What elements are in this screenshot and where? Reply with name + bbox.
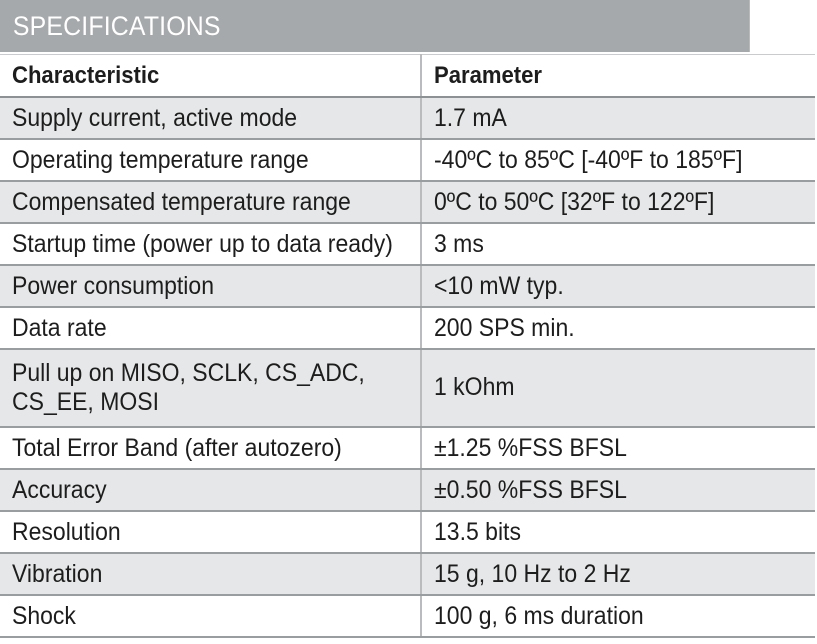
parameter-cell: 0ºC to 50ºC [32ºF to 122ºF] (421, 181, 815, 224)
parameter-cell: ±0.50 %FSS BFSL (421, 469, 815, 512)
characteristic-cell: Pull up on MISO, SCLK, CS_ADC, CS_EE, MO… (0, 349, 422, 428)
table-row: Data rate 200 SPS min. (0, 307, 815, 350)
characteristic-cell: Vibration (0, 553, 422, 596)
table-row: Compensated temperature range 0ºC to 50º… (0, 181, 815, 224)
table-row: Power consumption <10 mW typ. (0, 265, 815, 308)
table-row: Supply current, active mode 1.7 mA (0, 97, 815, 140)
characteristic-cell: Total Error Band (after autozero) (0, 427, 422, 470)
table-row: Operating temperature range -40ºC to 85º… (0, 139, 815, 182)
table-row: Startup time (power up to data ready) 3 … (0, 223, 815, 266)
parameter-cell: 3 ms (421, 223, 815, 266)
parameter-cell: 100 g, 6 ms duration (421, 595, 815, 638)
column-header-parameter: Parameter (421, 54, 815, 98)
parameter-cell: 1.7 mA (421, 97, 815, 140)
table-row: Resolution 13.5 bits (0, 511, 815, 554)
characteristic-cell: Accuracy (0, 469, 422, 512)
table-row: Shock 100 g, 6 ms duration (0, 595, 815, 638)
section-title: SPECIFICATIONS (0, 0, 750, 52)
characteristic-cell: Shock (0, 595, 422, 638)
parameter-cell: 15 g, 10 Hz to 2 Hz (421, 553, 815, 596)
table-row: Pull up on MISO, SCLK, CS_ADC, CS_EE, MO… (0, 349, 815, 428)
parameter-cell: ±1.25 %FSS BFSL (421, 427, 815, 470)
parameter-cell: 200 SPS min. (421, 307, 815, 350)
characteristic-cell: Data rate (0, 307, 422, 350)
parameter-cell: 1 kOhm (421, 349, 815, 428)
characteristic-cell: Compensated temperature range (0, 181, 422, 224)
characteristic-cell: Operating temperature range (0, 139, 422, 182)
parameter-cell: 13.5 bits (421, 511, 815, 554)
specifications-table: Characteristic Parameter Supply current,… (0, 54, 815, 638)
table-row: Total Error Band (after autozero) ±1.25 … (0, 427, 815, 470)
table-row: Accuracy ±0.50 %FSS BFSL (0, 469, 815, 512)
parameter-cell: <10 mW typ. (421, 265, 815, 308)
column-header-characteristic: Characteristic (0, 54, 422, 98)
table-header-row: Characteristic Parameter (0, 54, 815, 98)
characteristic-cell: Supply current, active mode (0, 97, 422, 140)
table-row: Vibration 15 g, 10 Hz to 2 Hz (0, 553, 815, 596)
characteristic-cell: Power consumption (0, 265, 422, 308)
characteristic-cell: Resolution (0, 511, 422, 554)
parameter-cell: -40ºC to 85ºC [-40ºF to 185ºF] (421, 139, 815, 182)
characteristic-cell: Startup time (power up to data ready) (0, 223, 422, 266)
